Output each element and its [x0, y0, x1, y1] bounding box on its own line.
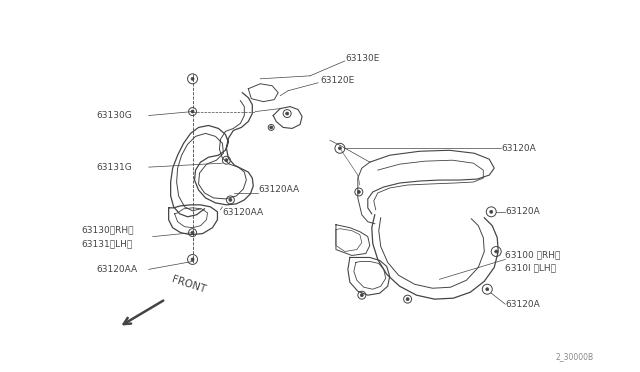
Text: 63130〈RH〉: 63130〈RH〉 [81, 225, 134, 234]
Text: 63120AA: 63120AA [223, 208, 264, 217]
Circle shape [191, 77, 194, 80]
Circle shape [406, 298, 409, 301]
Text: 63120E: 63120E [320, 76, 355, 85]
Circle shape [191, 258, 194, 261]
Text: 63130G: 63130G [96, 111, 132, 120]
Text: 2_30000B: 2_30000B [556, 352, 594, 361]
Text: 63130E: 63130E [345, 54, 380, 64]
Circle shape [191, 110, 194, 113]
Circle shape [229, 198, 232, 201]
Circle shape [357, 190, 360, 193]
Text: 63131G: 63131G [96, 163, 132, 171]
Text: 6310l 〈LH〉: 6310l 〈LH〉 [505, 263, 556, 272]
Text: FRONT: FRONT [171, 275, 207, 295]
Circle shape [191, 231, 194, 234]
Text: 63120AA: 63120AA [96, 265, 137, 274]
Text: 63100 〈RH〉: 63100 〈RH〉 [505, 250, 561, 259]
Text: 63120A: 63120A [501, 144, 536, 153]
Text: 63120A: 63120A [505, 299, 540, 309]
Circle shape [339, 147, 341, 150]
Circle shape [490, 210, 493, 213]
Circle shape [269, 126, 273, 129]
Circle shape [285, 112, 289, 115]
Circle shape [225, 159, 228, 162]
Circle shape [360, 294, 364, 296]
Text: 63131〈LH〉: 63131〈LH〉 [81, 239, 132, 248]
Text: 63120A: 63120A [505, 207, 540, 216]
Circle shape [486, 288, 489, 291]
Circle shape [495, 250, 498, 253]
Text: 63120AA: 63120AA [259, 186, 300, 195]
